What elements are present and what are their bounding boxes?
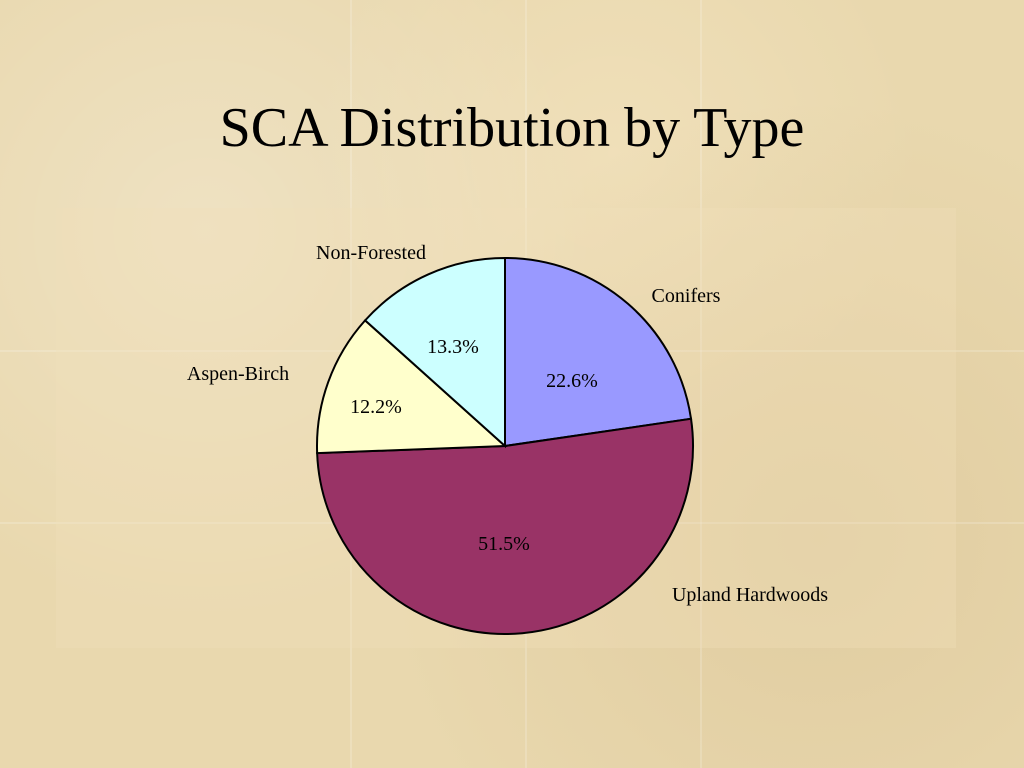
slide-title: SCA Distribution by Type <box>219 97 805 159</box>
slice-value-label: 51.5% <box>478 533 530 555</box>
slice-upland-hardwoods <box>316 417 694 635</box>
slice-aspen-birch <box>316 318 508 455</box>
slice-value-label: 12.2% <box>350 396 402 418</box>
slice-non-forested <box>363 256 506 449</box>
slice-category-label: Non-Forested <box>316 242 426 264</box>
slice-value-label: 13.3% <box>427 336 479 358</box>
slice-value-label: 22.6% <box>546 370 598 392</box>
slice-conifers <box>504 256 693 448</box>
pie-labels: Conifers Upland Hardwoods Aspen-Birch No… <box>187 242 828 606</box>
slice-category-label: Aspen-Birch <box>187 363 289 385</box>
slice-category-label: Conifers <box>652 285 721 307</box>
slice-category-label: Upland Hardwoods <box>672 584 828 606</box>
background-seam <box>700 0 702 768</box>
pie-slices <box>316 256 694 635</box>
